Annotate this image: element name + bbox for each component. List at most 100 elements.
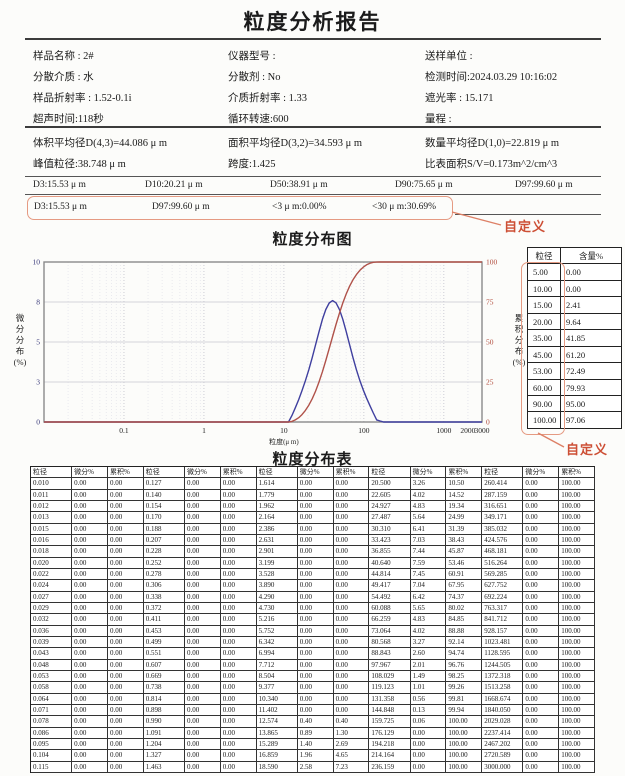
dist-cum-cell: 0.00: [220, 659, 257, 671]
divider: [25, 126, 601, 128]
dist-size-cell: 2467.202: [482, 738, 524, 751]
size-content-table: 粒径 含量% 5.00 0.00 10.00 0.00 15.00 2.41 20.00 9.64…: [527, 247, 622, 429]
dist-cum-cell: 0.00: [107, 546, 144, 558]
info-field: 循环转速:600: [228, 114, 289, 125]
dist-size-cell: 119.123: [369, 682, 411, 694]
dist-cum-cell: 0.00: [333, 614, 370, 626]
dist-diff-cell: 0.00: [72, 727, 108, 739]
dist-cum-cell: 0.00: [220, 568, 257, 581]
dist-size-cell: 1.091: [143, 727, 185, 739]
dist-cum-cell: 0.00: [333, 534, 370, 547]
dist-cum-cell: 0.00: [220, 761, 257, 773]
dist-size-cell: 424.576: [482, 534, 524, 547]
dist-size-cell: 0.020: [31, 557, 73, 569]
dist-cum-cell: 0.00: [220, 500, 257, 513]
dist-cum-cell: 100.00: [559, 648, 595, 660]
dist-diff-cell: 0.00: [523, 614, 560, 626]
info-field: 量程 :: [425, 114, 452, 125]
dist-diff-cell: 0.56: [410, 693, 447, 705]
dist-cum-cell: 100.00: [559, 659, 595, 671]
dist-cum-cell: 99.26: [446, 682, 483, 694]
dist-size-cell: 30.310: [369, 523, 411, 535]
dist-cum-cell: 0.00: [220, 546, 257, 558]
axis-label-char: 分: [15, 335, 25, 345]
dist-size-cell: 349.171: [482, 512, 524, 524]
custom-value: <30 μ m:30.69%: [372, 202, 437, 212]
dist-cum-cell: 31.39: [446, 523, 483, 535]
info-field: 送样单位 :: [425, 51, 473, 62]
y-axis-tick-left: 3: [36, 378, 40, 387]
dist-cum-cell: 0.00: [333, 659, 370, 671]
summary-field: 数量平均径D(1,0)=22.819 μ m: [425, 138, 560, 149]
dist-diff-cell: 4.83: [410, 500, 447, 513]
dist-diff-cell: 0.00: [72, 693, 108, 705]
dist-size-cell: 4.290: [256, 591, 298, 603]
dist-cum-cell: 0.00: [220, 625, 257, 637]
dist-cum-cell: 100.00: [559, 568, 595, 581]
dist-cum-cell: 0.00: [107, 648, 144, 660]
dist-size-cell: 0.814: [143, 693, 185, 705]
dist-header-cell: 粒径: [369, 467, 411, 479]
dist-cum-cell: 100.00: [559, 512, 595, 524]
dist-cum-cell: 100.00: [559, 682, 595, 694]
dist-cum-cell: 94.74: [446, 648, 483, 660]
dist-size-cell: 841.712: [482, 614, 524, 626]
dist-diff-cell: 0.00: [184, 534, 221, 547]
summary-grid: 体积平均径D(4,3)=44.086 μ m 面积平均径D(3,2)=34.593…: [33, 133, 603, 175]
y-axis-tick-right: 75: [486, 298, 494, 307]
dist-size-cell: 0.738: [143, 682, 185, 694]
side-table-cell: 45.00: [528, 346, 561, 364]
dist-diff-cell: 0.00: [523, 670, 560, 683]
dist-header-cell: 微分%: [72, 467, 108, 479]
dist-cum-cell: 0.00: [220, 523, 257, 535]
side-table-cell: 97.06: [561, 412, 622, 429]
dist-cum-cell: 0.00: [220, 704, 257, 717]
dist-size-cell: 0.016: [31, 534, 73, 547]
axis-label-char: (%): [13, 357, 27, 367]
dist-size-cell: 6.342: [256, 636, 298, 649]
custom-annotation-label: 自定义: [504, 219, 547, 234]
dist-diff-cell: 0.00: [523, 478, 560, 490]
dist-diff-cell: 0.00: [297, 625, 334, 637]
dist-cum-cell: 100.00: [559, 670, 595, 683]
dist-cum-cell: 0.00: [333, 489, 370, 501]
dist-size-cell: 0.207: [143, 534, 185, 547]
x-axis-tick: 3000: [475, 426, 490, 435]
dist-cum-cell: 100.00: [446, 716, 483, 728]
x-axis-tick: 0.1: [119, 426, 129, 435]
dist-size-cell: 763.317: [482, 602, 524, 615]
dist-diff-cell: 0.00: [523, 761, 560, 773]
dist-size-cell: 5.216: [256, 614, 298, 626]
axis-label-char: 布: [15, 346, 25, 356]
dist-diff-cell: 0.00: [72, 500, 108, 513]
dist-diff-cell: 7.03: [410, 534, 447, 547]
dist-diff-cell: 0.00: [184, 602, 221, 615]
dist-diff-cell: 0.00: [72, 625, 108, 637]
dist-size-cell: 2.164: [256, 512, 298, 524]
dist-cum-cell: 0.00: [107, 568, 144, 581]
info-field: 仪器型号 :: [228, 51, 276, 62]
dist-cum-cell: 0.00: [220, 489, 257, 501]
dist-size-cell: 0.071: [31, 704, 73, 717]
dist-cum-cell: 0.00: [333, 648, 370, 660]
dist-size-cell: 2237.414: [482, 727, 524, 739]
dist-size-cell: 0.170: [143, 512, 185, 524]
x-axis-tick: 1000: [436, 426, 451, 435]
dist-size-cell: 10.340: [256, 693, 298, 705]
dist-cum-cell: 100.00: [559, 625, 595, 637]
dist-size-cell: 0.095: [31, 738, 73, 751]
dist-cum-cell: 0.00: [333, 591, 370, 603]
dist-diff-cell: 0.00: [523, 591, 560, 603]
dist-diff-cell: 0.00: [72, 659, 108, 671]
dist-diff-cell: 0.00: [523, 580, 560, 592]
dist-diff-cell: 0.00: [523, 489, 560, 501]
dist-size-cell: 49.417: [369, 580, 411, 592]
axis-label-char: 分: [514, 335, 524, 345]
dist-cum-cell: 0.00: [220, 738, 257, 751]
dist-cum-cell: 100.00: [559, 614, 595, 626]
dist-diff-cell: 0.00: [297, 693, 334, 705]
dist-cum-cell: 0.00: [220, 580, 257, 592]
dist-cum-cell: 0.00: [333, 625, 370, 637]
info-field: 样品折射率 : 1.52-0.1i: [33, 93, 132, 104]
dist-size-cell: 1.962: [256, 500, 298, 513]
